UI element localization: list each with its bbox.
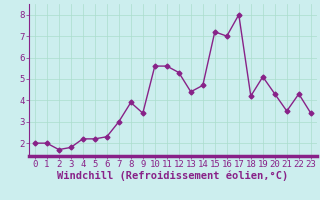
X-axis label: Windchill (Refroidissement éolien,°C): Windchill (Refroidissement éolien,°C) [57, 171, 288, 181]
